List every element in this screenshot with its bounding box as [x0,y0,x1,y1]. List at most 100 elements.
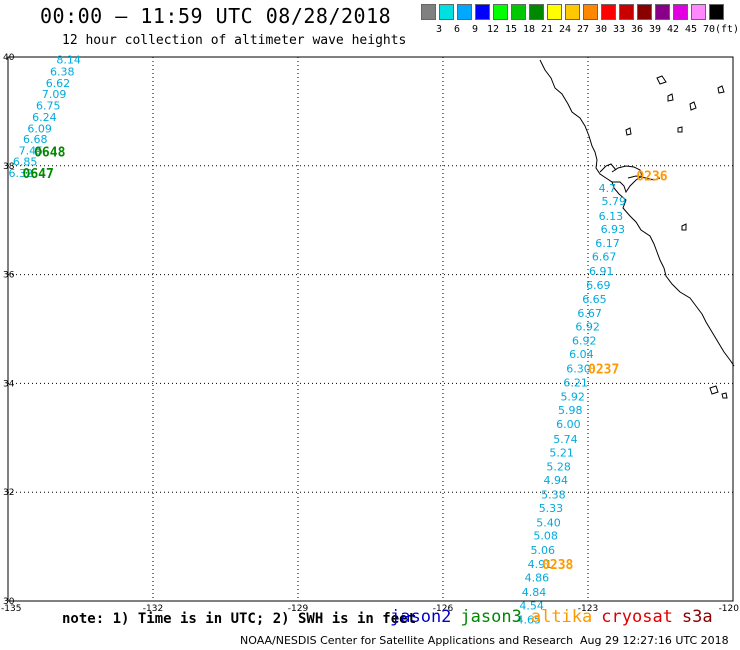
sf-bay [611,165,643,194]
legend-swatch [457,4,472,20]
legend-label: 15 [504,24,518,35]
wave-height-value: 6.75 [36,99,61,112]
legend-swatch [673,4,688,20]
latitude-tick-label: 32 [3,488,14,498]
legend-swatch [601,4,616,20]
wave-height-value: 6.17 [595,237,620,250]
wave-height-value: 6.92 [572,334,597,347]
credit-line: NOAA/NESDIS Center for Satellite Applica… [240,634,574,647]
wave-height-value: 6.67 [577,307,602,320]
legend-swatch [547,4,562,20]
pass-time-label: 0647 [23,167,54,182]
wave-height-value: 6.00 [556,418,581,431]
wave-height-value: 5.98 [558,404,583,417]
page-title: 00:00 – 11:59 UTC 08/28/2018 [40,4,392,28]
map-frame [7,56,734,602]
legend-label: 70 [702,24,716,35]
wave-height-value: 5.79 [602,195,627,208]
longitude-tick-label: -132 [143,604,163,614]
page-subtitle: 12 hour collection of altimeter wave hei… [62,33,407,48]
legend-swatch [529,4,544,20]
wave-height-value: 5.33 [539,502,564,515]
longitude-tick-label: -129 [288,604,309,614]
wave-height-value: 5.21 [549,446,574,459]
california-coastline [539,59,735,367]
wave-height-value: 4.7 [599,182,617,195]
legend-label: 33 [612,24,626,35]
legend-swatch [565,4,580,20]
legend-label: 6 [453,24,461,35]
wave-height-value: 6.67 [592,251,617,264]
longitude-tick-label: -120 [719,604,740,614]
legend-label: 36 [630,24,644,35]
pass-time-label: 0238 [542,558,573,573]
wave-height-value: 5.28 [546,461,571,474]
wave-height-value: 6.38 [50,66,75,79]
satellite-name: s3a [681,607,713,627]
footnote: note: 1) Time is in UTC; 2) SWH is in fe… [62,611,417,627]
wave-height-value: 4.65 [516,613,541,626]
wave-height-value: 5.38 [541,488,566,501]
island-4 [689,101,697,111]
wave-height-value: 5.92 [560,390,585,403]
grid-lines [7,56,734,602]
wave-height-value: 5.06 [530,544,555,557]
wave-height-value: 4.54 [519,599,544,612]
island-2 [667,93,674,102]
pass-time-label: 0648 [34,146,65,161]
legend-label: (ft) [715,24,740,35]
latitude-tick-label: 40 [3,53,15,63]
pass-time-labels: 0648 0647 0236 0237 0238 [23,146,668,573]
island-9 [721,392,728,399]
legend-swatch [583,4,598,20]
island-5 [625,127,632,136]
legend-label: 39 [648,24,662,35]
legend-label: 9 [471,24,479,35]
latitude-tick-label: 34 [3,379,15,389]
wave-height-value: 6.69 [586,279,611,292]
wave-height-value: 6.30 [566,363,591,376]
longitude-tick-label: -126 [433,604,454,614]
legend-swatch [511,4,526,20]
wave-height-value: 6.93 [601,223,626,236]
wave-height-value: 5.74 [553,433,578,446]
legend-label: 24 [558,24,572,35]
wave-height-value: 5.08 [533,530,558,543]
wave-height-value: 8.14 [56,54,80,67]
longitude-tick-label: -123 [578,604,598,614]
satellite-name: jason2 [390,607,452,627]
satellite-name: jason3 [460,607,522,627]
latitude-tick-label: 30 [3,597,15,607]
legend-swatch [691,4,706,20]
wave-height-value: 6.62 [46,77,70,90]
wave-height-value: 6.91 [589,265,614,278]
legend-swatch [421,4,436,20]
satellite-legend: jason2 jason3 altika cryosat s3a [390,607,722,627]
legend-label: 30 [594,24,608,35]
wave-height-value: 5.40 [536,517,561,530]
latitude-tick-label: 38 [3,162,15,172]
legend-label: 21 [540,24,554,35]
wave-height-value: 4.91 [528,558,553,571]
wave-height-value: 7.09 [42,88,66,101]
legend-label: 27 [576,24,590,35]
legend-swatch [439,4,454,20]
coastline [539,59,735,399]
legend-swatch [493,4,508,20]
wave-height-value: 6.32 [8,167,33,180]
satellite-name: altika [530,607,593,627]
wave-height-value: 6.21 [563,376,588,389]
island-7 [681,223,687,231]
satellite-name: cryosat [601,607,673,627]
legend-swatch [655,4,670,20]
wave-height-values: 8.146.386.627.096.756.246.096.687.456.85… [8,54,626,627]
island-6 [677,126,683,133]
legend-label: 42 [666,24,680,35]
legend-label: 12 [486,24,500,35]
legend-swatch [619,4,634,20]
island-8 [709,385,719,395]
generation-timestamp: Aug 29 12:27:16 UTC 2018 [580,634,729,647]
wave-height-value: 7.45 [19,145,43,158]
legend-swatch [709,4,724,20]
